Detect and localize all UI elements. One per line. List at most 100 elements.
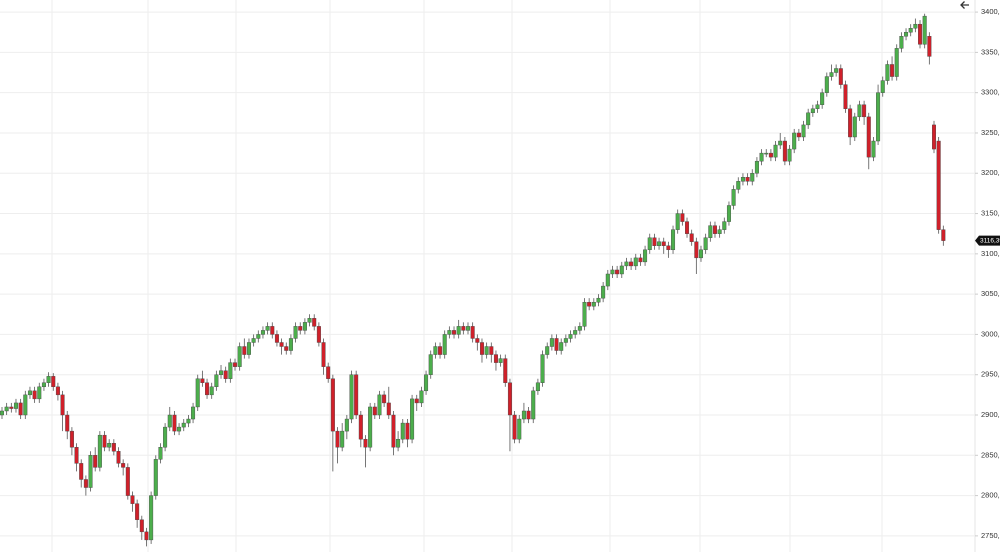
candle-body	[801, 124, 806, 138]
candle-body	[591, 301, 596, 307]
candle-body	[18, 402, 23, 416]
candle-body	[736, 181, 741, 190]
candle-body	[51, 376, 56, 388]
candle-body	[433, 346, 438, 355]
candle-body	[354, 374, 359, 416]
candle-body	[820, 92, 825, 105]
candle-body	[545, 346, 550, 355]
candle-body	[479, 342, 484, 355]
candle-body	[717, 229, 722, 234]
candle-body	[102, 434, 107, 448]
candle-body	[191, 406, 196, 420]
candle-body	[419, 390, 424, 404]
candle-body	[605, 273, 610, 287]
candle-body	[787, 148, 792, 162]
y-tick-label: 3400,00	[981, 7, 1000, 16]
candle-body	[913, 23, 918, 29]
candle-body	[754, 160, 759, 174]
candle-body	[340, 430, 345, 448]
y-tick-label: 2900,00	[981, 410, 1000, 419]
candle-body	[694, 241, 699, 259]
candle-body	[759, 152, 764, 162]
candle-body	[577, 326, 582, 331]
candle-body	[442, 334, 447, 355]
candle-body	[284, 346, 289, 351]
candle-body	[41, 382, 46, 388]
candle-body	[810, 108, 815, 114]
candle-body	[405, 422, 410, 440]
candle-body	[386, 402, 391, 416]
y-tick-label: 2850,00	[981, 450, 1000, 459]
candle-body	[13, 402, 18, 409]
candle-body	[740, 177, 745, 182]
y-tick-label: 3150,00	[981, 209, 1000, 218]
candle-body	[703, 237, 708, 251]
candle-body	[372, 406, 377, 416]
candle-body	[177, 426, 182, 432]
candle-body	[37, 386, 42, 400]
candle-body	[335, 430, 340, 448]
candle-body	[652, 237, 657, 246]
candle-body	[792, 132, 797, 150]
candle-body	[666, 245, 671, 251]
candle-body	[936, 140, 941, 230]
candle-body	[288, 338, 293, 351]
candle-body	[302, 322, 307, 331]
candle-body	[130, 495, 135, 504]
candle-body	[834, 68, 839, 73]
candle-body	[675, 213, 680, 230]
candle-body	[237, 346, 242, 367]
candle-body	[852, 116, 857, 138]
candle-body	[158, 447, 163, 460]
candle-body	[643, 249, 648, 263]
candle-body	[344, 418, 349, 432]
candle-body	[265, 326, 270, 331]
back-button[interactable]	[960, 1, 969, 9]
y-tick-label: 3050,00	[981, 289, 1000, 298]
candle-body	[330, 378, 335, 432]
candle-body	[773, 144, 778, 158]
candle-body	[507, 382, 512, 416]
candle-body	[246, 342, 251, 355]
candle-body	[23, 394, 28, 416]
candle-body	[619, 265, 624, 275]
candle-body	[65, 414, 70, 432]
candle-body	[876, 92, 881, 142]
candle-body	[167, 414, 172, 428]
candle-body	[848, 108, 853, 138]
candle-body	[447, 330, 452, 335]
y-tick-label: 3200,00	[981, 168, 1000, 177]
candle-body	[219, 370, 224, 375]
candle-body	[111, 443, 116, 452]
candle-body	[27, 390, 32, 396]
candle-body	[307, 318, 312, 323]
candle-body	[9, 406, 14, 409]
candle-body	[610, 269, 615, 275]
candle-body	[633, 257, 638, 267]
back-arrow[interactable]	[960, 1, 969, 9]
candle-body	[554, 338, 559, 351]
candle-body	[377, 394, 382, 416]
candle-body	[927, 36, 932, 57]
y-tick-label: 2800,00	[981, 491, 1000, 500]
candle-body	[689, 233, 694, 242]
candle-body	[843, 84, 848, 109]
candle-body	[526, 410, 531, 420]
candle-body	[540, 354, 545, 383]
candle-body	[615, 269, 620, 275]
y-tick-label: 3100,00	[981, 249, 1000, 258]
candle-body	[4, 406, 9, 412]
candle-body	[312, 318, 317, 327]
candle-body	[918, 23, 923, 45]
candle-body	[573, 330, 578, 335]
candle-body	[657, 241, 662, 246]
candle-body	[186, 418, 191, 424]
candle-body	[890, 64, 895, 77]
y-tick-label: 2750,00	[981, 531, 1000, 540]
candle-body	[768, 152, 773, 158]
candle-body	[862, 104, 867, 118]
candle-body	[396, 438, 401, 448]
candle-body	[414, 398, 419, 404]
